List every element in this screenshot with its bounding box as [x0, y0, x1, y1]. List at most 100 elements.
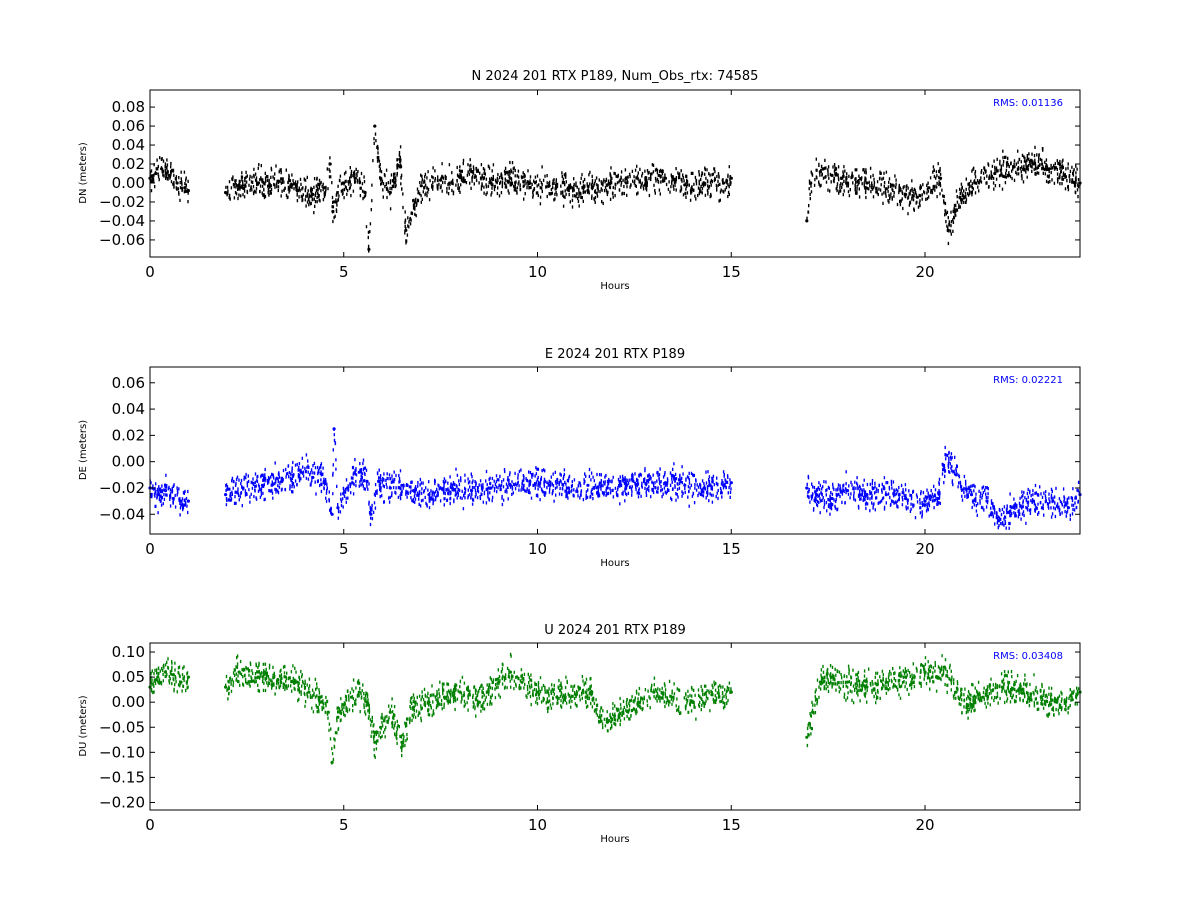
up-data-point — [336, 715, 340, 719]
up-data-point — [388, 710, 392, 714]
north-ytick-label: 0.04 — [112, 136, 145, 154]
panel-east: E 2024 201 RTX P189 0 5 10 15 20 −0.04 −0.02 0.… — [78, 347, 1082, 569]
east-ytick-label: −0.04 — [99, 505, 145, 523]
east-axes-frame — [149, 366, 1081, 535]
up-data-point — [400, 740, 404, 744]
north-data-point — [993, 171, 997, 176]
east-data-point — [377, 479, 381, 483]
east-data-point — [805, 486, 809, 490]
north-data-point — [830, 173, 834, 177]
east-data-point — [186, 499, 190, 503]
north-data-point — [938, 176, 943, 180]
up-data-point — [605, 720, 609, 724]
up-ytick-label: 0.05 — [112, 668, 145, 686]
up-data-point — [276, 678, 280, 682]
east-data-point — [721, 483, 726, 487]
up-data-point — [597, 715, 602, 719]
east-data-point — [322, 479, 326, 483]
up-data-point — [845, 680, 850, 684]
north-rms-annotation: RMS: 0.01136 — [993, 98, 1063, 109]
up-data-point — [574, 693, 578, 697]
east-data-point — [663, 481, 668, 485]
north-data-point — [884, 187, 888, 191]
north-data-point — [367, 247, 371, 251]
up-observation-cloud — [149, 652, 1080, 765]
up-data-point — [224, 685, 228, 689]
east-data-point — [489, 486, 493, 490]
north-data-point — [256, 181, 261, 185]
north-xlabel: Hours — [600, 281, 629, 292]
north-data-point — [398, 157, 402, 161]
north-ylabel: DN (meters) — [78, 142, 89, 204]
north-data-point — [353, 176, 357, 180]
up-xtick-label: 5 — [339, 816, 349, 834]
east-data-point — [179, 499, 183, 503]
north-data-point — [663, 176, 668, 180]
east-data-point — [985, 499, 989, 503]
up-data-point — [652, 690, 656, 694]
up-data-point — [1020, 688, 1024, 692]
north-data-point — [458, 175, 462, 179]
east-rms-annotation: RMS: 0.02221 — [993, 375, 1063, 386]
up-data-point — [365, 700, 369, 704]
east-data-point — [547, 483, 551, 487]
north-data-point — [311, 192, 315, 196]
north-data-point — [322, 186, 326, 190]
east-data-point — [644, 482, 648, 486]
up-data-point — [935, 675, 939, 679]
east-data-point — [528, 479, 532, 483]
east-data-point — [954, 473, 958, 477]
up-data-point — [1070, 698, 1074, 702]
north-data-point — [388, 190, 392, 195]
panel-up: U 2024 201 RTX P189 0 5 10 15 20 −0.20 −0.15 −0… — [78, 623, 1082, 845]
east-data-point — [365, 479, 369, 483]
up-data-point — [818, 680, 823, 684]
east-xtick-label: 5 — [339, 540, 349, 558]
up-ytick-label: −0.15 — [99, 768, 145, 786]
north-data-point — [439, 178, 443, 182]
east-ticks: 0 5 10 15 20 −0.04 −0.02 0.00 0.02 0.04 0.06 — [99, 367, 1080, 558]
up-data-point — [1055, 700, 1059, 704]
north-data-point — [276, 179, 280, 183]
north-data-point — [175, 181, 179, 185]
up-data-point — [671, 695, 675, 699]
north-data-point — [342, 181, 346, 185]
north-data-point — [528, 181, 532, 185]
north-ytick-label: −0.06 — [99, 231, 145, 249]
north-data-point — [331, 209, 335, 214]
up-data-point — [171, 673, 175, 677]
north-data-point — [805, 219, 809, 223]
east-data-point — [336, 506, 340, 510]
north-data-point — [721, 181, 726, 185]
up-data-point — [156, 675, 160, 679]
up-data-point — [710, 693, 714, 697]
east-data-point — [625, 483, 629, 487]
up-ytick-label: −0.20 — [99, 793, 145, 811]
north-data-point — [508, 176, 512, 180]
east-data-point — [566, 486, 571, 490]
east-data-point — [605, 486, 609, 490]
north-data-point — [1012, 165, 1016, 169]
east-data-point — [369, 512, 373, 516]
east-data-point — [299, 470, 303, 474]
east-data-point — [330, 512, 334, 516]
up-data-point — [342, 703, 346, 707]
up-xtick-label: 10 — [528, 816, 547, 834]
north-data-point — [373, 124, 377, 128]
east-data-point — [427, 493, 431, 497]
east-data-point — [400, 483, 404, 487]
east-data-point — [1031, 499, 1036, 503]
east-xtick-label: 20 — [915, 540, 934, 558]
east-data-point — [241, 486, 245, 490]
up-axes-frame — [149, 642, 1081, 811]
north-data-point — [973, 181, 978, 185]
up-rms-annotation: RMS: 0.03408 — [993, 651, 1063, 662]
north-data-point — [729, 176, 733, 180]
north-data-point — [547, 184, 551, 188]
up-data-point — [555, 695, 559, 699]
up-data-point — [590, 690, 594, 694]
east-observation-cloud — [149, 427, 1081, 530]
east-title: E 2024 201 RTX P189 — [545, 347, 685, 362]
east-data-point — [830, 496, 834, 501]
north-data-point — [404, 228, 408, 232]
